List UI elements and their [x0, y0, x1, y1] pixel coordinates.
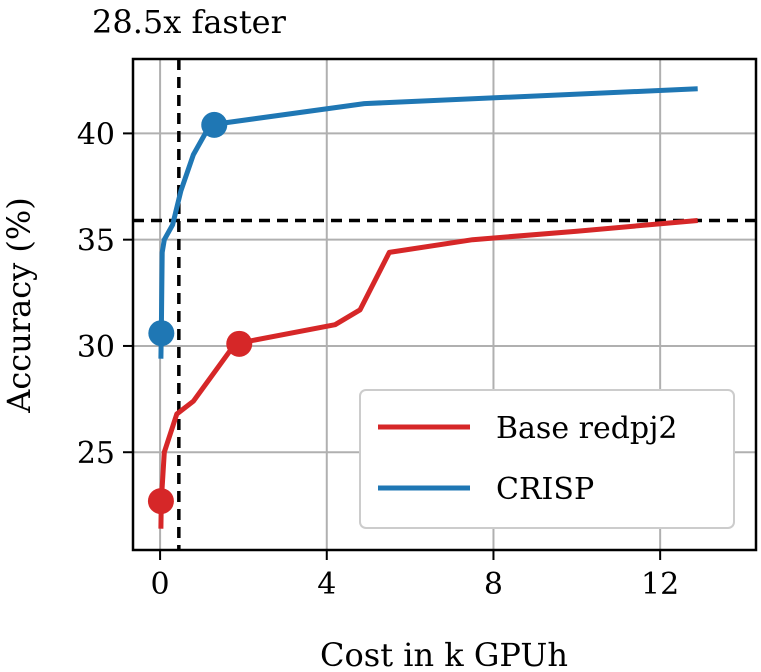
plot-frame	[131, 57, 758, 552]
y-axis-label: Accuracy (%)	[0, 197, 38, 413]
x-tick-label: 12	[641, 567, 679, 602]
reference-lines	[133, 59, 756, 550]
series-marker-crisp	[201, 111, 228, 138]
series-marker-base-redpj2	[147, 488, 174, 515]
x-tick-label: 8	[484, 567, 503, 602]
series-layer	[147, 86, 698, 529]
y-tick-label: 30	[77, 330, 115, 365]
y-tick-label: 40	[77, 117, 115, 152]
series-marker-crisp	[148, 320, 175, 347]
x-axis-label: Cost in k GPUh	[320, 636, 568, 672]
y-tick-label: 25	[77, 436, 115, 471]
legend-label-crisp: CRISP	[496, 472, 594, 507]
series-line-crisp	[158, 86, 698, 359]
legend-label-base-redpj2: Base redpj2	[496, 411, 678, 446]
x-tick-label: 0	[151, 567, 170, 602]
ticks: 0 4 8 12 25 30 35 40	[77, 117, 679, 602]
legend: Base redpj2 CRISP	[359, 389, 735, 529]
series-line-base-redpj2	[158, 218, 698, 529]
x-tick-label: 4	[317, 567, 336, 602]
y-tick-label: 35	[77, 224, 115, 259]
series-marker-base-redpj2	[226, 330, 253, 357]
annotation-text: 28.5x faster	[92, 3, 287, 41]
